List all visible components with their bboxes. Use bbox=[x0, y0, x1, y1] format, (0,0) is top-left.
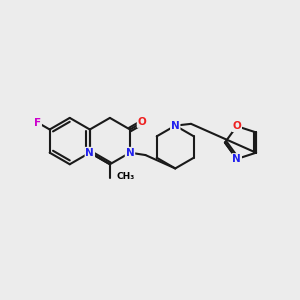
Text: O: O bbox=[232, 121, 241, 131]
Text: N: N bbox=[171, 121, 180, 130]
Text: N: N bbox=[85, 148, 94, 158]
Text: CH₃: CH₃ bbox=[116, 172, 135, 181]
Text: N: N bbox=[126, 148, 134, 158]
Text: N: N bbox=[232, 154, 241, 164]
Text: O: O bbox=[138, 117, 146, 127]
Text: F: F bbox=[34, 118, 41, 128]
